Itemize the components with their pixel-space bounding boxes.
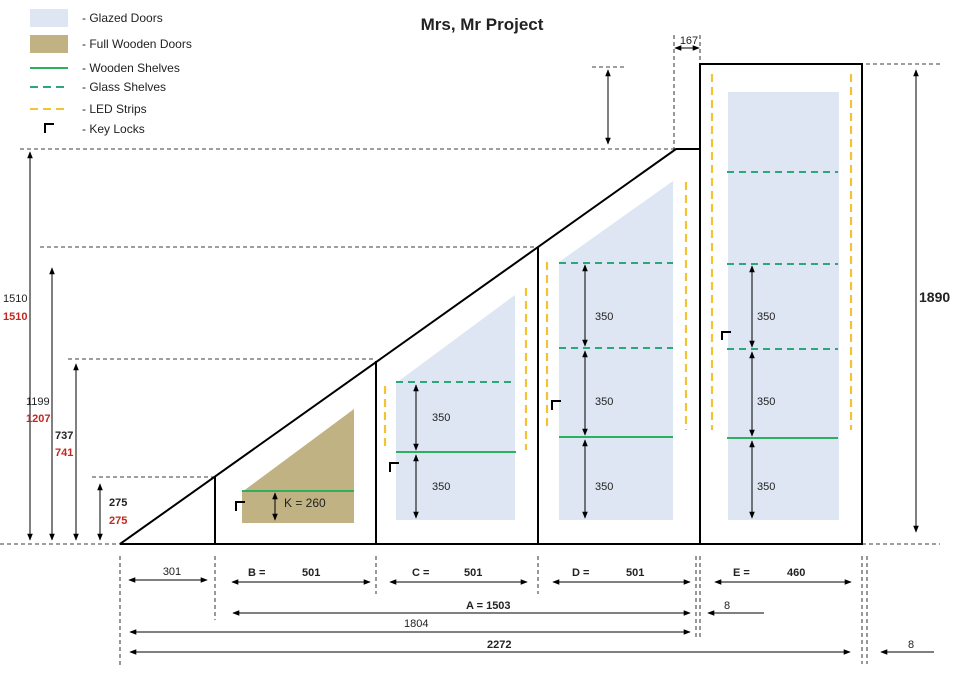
glazed-door-e — [728, 92, 839, 520]
width-d-label: D = — [572, 567, 589, 579]
vertical-arrows — [27, 69, 919, 541]
width-extension-lines — [119, 556, 868, 668]
height-1890: 1890 — [919, 289, 950, 305]
legend-wooden: - Full Wooden Doors — [82, 37, 192, 51]
spacing-e-mid: 350 — [757, 396, 775, 408]
spacing-e-top: 350 — [757, 311, 775, 323]
width-e-value: 460 — [787, 567, 805, 579]
gap-8-a: 8 — [724, 600, 730, 612]
spacing-d-mid: 350 — [595, 396, 613, 408]
glazed-door-c — [396, 295, 515, 520]
width-b-label: B = — [248, 567, 265, 579]
wooden-door-b — [242, 409, 354, 523]
dim-167: 167 — [680, 35, 698, 47]
height-1510-red: 1510 — [3, 311, 27, 323]
glazed-door-d — [559, 181, 673, 520]
height-737: 737 — [55, 430, 73, 442]
spacing-c-lower: 350 — [432, 481, 450, 493]
width-b-value: 501 — [302, 567, 320, 579]
spacing-d-top: 350 — [595, 311, 613, 323]
width-301: 301 — [163, 566, 181, 578]
reference-lines — [0, 35, 940, 545]
legend: - Glazed Doors - Full Wooden Doors - Woo… — [30, 9, 192, 136]
width-c-value: 501 — [464, 567, 482, 579]
legend-glazed: - Glazed Doors — [82, 11, 163, 25]
legend-glass-shelves: - Glass Shelves — [82, 80, 166, 94]
glazed-swatch — [30, 9, 68, 27]
wooden-shelves — [242, 436, 838, 492]
height-275-red: 275 — [109, 515, 127, 527]
width-2272: 2272 — [487, 639, 511, 651]
spacing-c-upper: 350 — [432, 412, 450, 424]
wooden-swatch — [30, 35, 68, 53]
legend-key-locks: - Key Locks — [82, 122, 145, 136]
width-a-total: A = 1503 — [466, 600, 511, 612]
width-arrows — [128, 577, 852, 655]
gap-8-b: 8 — [908, 639, 914, 651]
led-strips — [383, 74, 853, 450]
width-d-value: 501 — [626, 567, 644, 579]
width-c-label: C = — [412, 567, 429, 579]
height-1510: 1510 — [3, 293, 27, 305]
width-e-label: E = — [733, 567, 750, 579]
spacing-d-bot: 350 — [595, 481, 613, 493]
cabinet-outline — [119, 63, 863, 545]
height-275: 275 — [109, 497, 127, 509]
glass-shelves — [396, 171, 838, 383]
spacing-k: K = 260 — [284, 496, 326, 510]
key-locks — [235, 331, 731, 511]
height-1199: 1199 — [26, 396, 50, 408]
legend-wooden-shelves: - Wooden Shelves — [82, 61, 180, 75]
key-lock-icon — [44, 123, 54, 133]
legend-led: - LED Strips — [82, 102, 147, 116]
height-741-red: 741 — [55, 447, 73, 459]
height-1207-red: 1207 — [26, 413, 50, 425]
spacing-e-bot: 350 — [757, 481, 775, 493]
diagram-title: Mrs, Mr Project — [421, 15, 544, 34]
width-1804: 1804 — [404, 618, 428, 630]
